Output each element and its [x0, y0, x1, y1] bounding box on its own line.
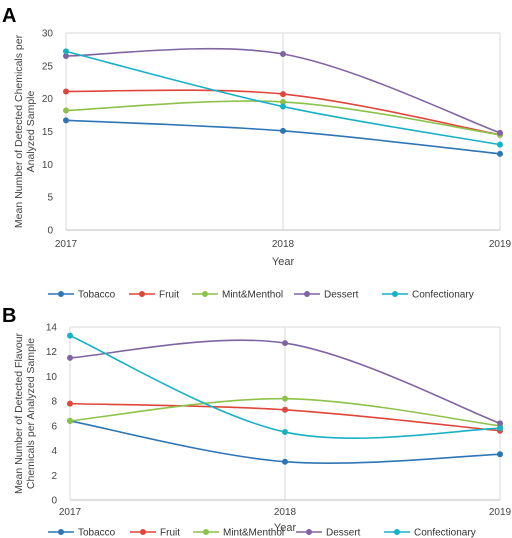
- data-point-tobacco-2018: [280, 127, 286, 134]
- x-axis-label: Year: [272, 256, 295, 268]
- data-point-fruit-2017: [67, 400, 73, 407]
- data-point-fruit-2018: [282, 406, 288, 413]
- series-dessert: [63, 47, 503, 136]
- data-point-dessert-2018: [280, 51, 286, 58]
- y-tick-label: 8: [51, 397, 57, 408]
- y-tick-label: 4: [51, 446, 57, 457]
- legend-swatch-marker: [394, 529, 400, 535]
- legend-label: Dessert: [326, 528, 361, 538]
- y-tick-label: 15: [42, 127, 54, 138]
- y-axis-label: Mean Number of Detected FlavourChemicals…: [13, 332, 37, 494]
- x-tick-label: 2018: [272, 239, 295, 250]
- data-point-mint-menthol-2017: [67, 417, 73, 424]
- legend-swatch-marker: [306, 529, 312, 535]
- data-point-tobacco-2019: [497, 150, 503, 157]
- data-point-dessert-2019: [497, 129, 503, 136]
- y-tick-label: 25: [42, 61, 54, 72]
- series-dessert: [67, 339, 503, 427]
- data-point-confectionary-2017: [67, 332, 73, 339]
- y-tick-label: 0: [47, 226, 53, 237]
- panel-letter: A: [2, 5, 16, 27]
- legend-label: Fruit: [160, 528, 180, 538]
- legend-item-mint-menthol: Mint&Menthol: [192, 290, 283, 301]
- x-tick-label: 2019: [489, 507, 512, 518]
- y-tick-label: 20: [42, 94, 54, 105]
- series-confectionary: [67, 332, 503, 439]
- legend: Tobacco Fruit Mint&Menthol Dessert Confectio…: [48, 290, 474, 301]
- legend: Tobacco Fruit Mint&Menthol Dessert Confectio…: [48, 528, 476, 538]
- series-tobacco: [63, 117, 503, 157]
- legend-item-fruit: Fruit: [130, 528, 180, 538]
- x-tick-label: 2017: [59, 507, 82, 518]
- legend-label: Confectionary: [414, 528, 476, 538]
- chart-panel-a: A 0 5 10 15 20 25 30 2017 2018 2019 Year Mean Number…: [2, 5, 512, 301]
- legend-swatch-marker: [392, 291, 398, 297]
- legend-item-tobacco: Tobacco: [48, 290, 116, 301]
- y-tick-label: 10: [46, 372, 58, 383]
- legend-label: Mint&Menthol: [223, 528, 284, 538]
- y-tick-label: 12: [46, 347, 58, 358]
- data-point-mint-menthol-2018: [280, 98, 286, 105]
- data-point-confectionary-2017: [63, 48, 69, 55]
- data-point-dessert-2019: [497, 420, 503, 427]
- x-tick-label: 2019: [489, 239, 512, 250]
- legend-item-mint-menthol: Mint&Menthol: [193, 528, 284, 538]
- data-point-mint-menthol-2018: [282, 395, 288, 402]
- x-axis-label: Year: [274, 522, 297, 534]
- legend-item-dessert: Dessert: [296, 528, 361, 538]
- data-point-dessert-2018: [282, 340, 288, 347]
- legend-swatch-marker: [140, 529, 146, 535]
- legend-swatch-marker: [202, 291, 208, 297]
- x-tick-label: 2018: [274, 507, 297, 518]
- legend-item-confectionary: Confectionary: [382, 290, 474, 301]
- legend-label: Mint&Menthol: [222, 290, 283, 301]
- data-point-confectionary-2018: [282, 429, 288, 436]
- legend-item-tobacco: Tobacco: [48, 528, 116, 538]
- data-point-dessert-2017: [67, 354, 73, 361]
- legend-item-confectionary: Confectionary: [384, 528, 476, 538]
- chart-panel-b: B 0 2 4 6 8 10 12 14 2017 2018 2019 Year Mean Number …: [2, 305, 512, 538]
- data-point-tobacco-2017: [63, 117, 69, 124]
- data-point-mint-menthol-2017: [63, 107, 69, 114]
- y-axis-label: Mean Number of Detected Chemicals perAna…: [13, 34, 37, 228]
- legend-item-dessert: Dessert: [294, 290, 359, 301]
- y-axis-label-line: Chemicals per Analyzed Sample: [25, 338, 37, 489]
- legend-label: Tobacco: [78, 528, 116, 538]
- data-point-confectionary-2018: [280, 103, 286, 110]
- y-tick-label: 10: [42, 160, 54, 171]
- y-axis-label-line: Mean Number of Detected Chemicals per: [13, 34, 25, 228]
- y-tick-label: 30: [42, 29, 54, 40]
- data-point-fruit-2018: [280, 91, 286, 98]
- y-axis-label-line: Analyzed Sample: [25, 90, 37, 172]
- series-confectionary: [63, 48, 503, 148]
- legend-label: Confectionary: [412, 290, 474, 301]
- y-tick-label: 14: [46, 323, 58, 334]
- panel-letter: B: [2, 305, 16, 327]
- legend-swatch-marker: [58, 291, 64, 297]
- legend-label: Fruit: [159, 290, 179, 301]
- y-axis-label-line: Mean Number of Detected Flavour: [13, 332, 25, 494]
- data-point-fruit-2017: [63, 88, 69, 95]
- legend-swatch-marker: [203, 529, 209, 535]
- legend-swatch-marker: [304, 291, 310, 297]
- legend-swatch-marker: [139, 291, 145, 297]
- y-tick-label: 2: [51, 471, 57, 482]
- legend-swatch-marker: [58, 529, 64, 535]
- data-point-tobacco-2018: [282, 458, 288, 465]
- x-tick-label: 2017: [55, 239, 78, 250]
- data-point-dessert-2017: [63, 52, 69, 59]
- legend-label: Dessert: [324, 290, 359, 301]
- y-tick-label: 5: [47, 193, 53, 204]
- legend-label: Tobacco: [78, 290, 116, 301]
- legend-item-fruit: Fruit: [129, 290, 179, 301]
- data-point-tobacco-2019: [497, 451, 503, 458]
- data-point-confectionary-2019: [497, 425, 503, 432]
- y-tick-label: 0: [51, 496, 57, 507]
- data-point-confectionary-2019: [497, 141, 503, 148]
- y-tick-label: 6: [51, 421, 57, 432]
